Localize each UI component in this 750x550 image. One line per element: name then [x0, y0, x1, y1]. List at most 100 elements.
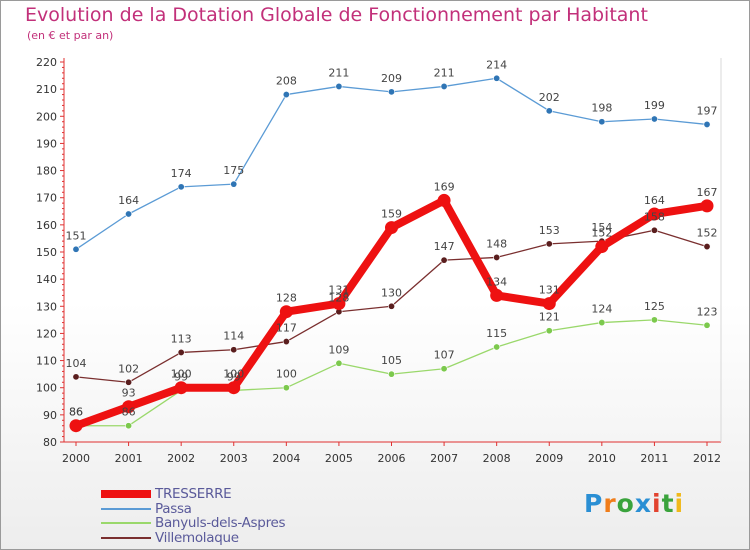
data-point-tresserre [595, 240, 609, 254]
data-label-tresserre: 100 [171, 368, 192, 381]
data-point-villemolaque [650, 226, 658, 234]
data-point-tresserre [385, 221, 398, 235]
data-point-passa [335, 82, 343, 90]
data-label-tresserre: 131 [539, 284, 560, 297]
x-tick-label: 2006 [378, 452, 406, 465]
data-label-villemolaque: 152 [697, 227, 718, 240]
data-label-villemolaque: 148 [486, 237, 507, 250]
data-label-passa: 209 [381, 72, 402, 85]
data-label-passa: 208 [276, 75, 297, 88]
legend-swatch [101, 490, 151, 498]
data-point-passa [545, 107, 553, 115]
legend-swatch [101, 507, 151, 510]
y-tick-label: 150 [36, 246, 57, 259]
proxiti-logo: Proxiti [584, 489, 684, 518]
x-tick-label: 2008 [483, 452, 511, 465]
y-tick-label: 190 [36, 137, 57, 150]
data-label-banyuls-dels-aspres: 86 [69, 406, 83, 419]
data-label-passa: 175 [223, 164, 244, 177]
data-label-passa: 174 [171, 167, 192, 180]
data-label-villemolaque: 158 [644, 210, 665, 223]
series-line-tresserre [72, 196, 711, 430]
data-label-banyuls-dels-aspres: 107 [434, 349, 455, 362]
data-point-banyuls-dels-aspres [650, 316, 658, 324]
data-point-tresserre [490, 288, 504, 302]
logo-letter: o [616, 489, 635, 518]
logo-letter: r [603, 489, 617, 518]
data-point-passa [703, 120, 711, 128]
data-label-banyuls-dels-aspres: 109 [328, 343, 349, 356]
data-label-villemolaque: 130 [381, 286, 402, 299]
data-label-passa: 199 [644, 99, 665, 112]
legend-label: Banyuls-dels-Aspres [155, 515, 286, 531]
data-point-banyuls-dels-aspres [493, 343, 501, 351]
data-point-passa [598, 118, 606, 126]
data-label-villemolaque: 113 [171, 332, 192, 345]
data-point-villemolaque [545, 240, 553, 248]
data-point-passa [387, 88, 395, 96]
data-point-passa [650, 115, 658, 123]
data-label-villemolaque: 128 [328, 292, 349, 305]
logo-letter: i [674, 489, 685, 518]
data-point-passa [230, 180, 238, 188]
data-point-banyuls-dels-aspres [703, 321, 711, 329]
data-point-tresserre [279, 305, 293, 319]
data-point-tresserre [332, 297, 346, 311]
data-label-tresserre: 164 [644, 194, 665, 207]
data-label-passa: 197 [697, 104, 718, 117]
data-point-villemolaque [493, 253, 501, 261]
data-label-banyuls-dels-aspres: 124 [591, 303, 612, 316]
data-point-villemolaque [387, 302, 395, 310]
data-point-passa [440, 82, 448, 90]
data-label-passa: 211 [328, 66, 349, 79]
y-tick-label: 160 [36, 219, 57, 232]
y-tick-label: 130 [36, 300, 57, 313]
data-point-tresserre [437, 193, 451, 207]
data-point-tresserre [227, 381, 241, 395]
y-tick-label: 100 [36, 382, 57, 395]
y-tick-label: 140 [36, 273, 57, 286]
data-point-banyuls-dels-aspres [545, 327, 553, 335]
y-tick-label: 220 [36, 56, 57, 69]
data-label-tresserre: 159 [381, 208, 402, 221]
x-tick-label: 2003 [220, 452, 248, 465]
x-tick-label: 2010 [588, 452, 616, 465]
data-label-tresserre: 169 [434, 180, 455, 193]
x-tick-label: 2002 [167, 452, 195, 465]
x-tick-label: 2012 [693, 452, 721, 465]
data-label-villemolaque: 114 [223, 330, 244, 343]
data-label-tresserre: 167 [697, 186, 718, 199]
data-label-banyuls-dels-aspres: 105 [381, 354, 402, 367]
data-label-banyuls-dels-aspres: 99 [174, 370, 188, 383]
data-label-banyuls-dels-aspres: 99 [227, 370, 241, 383]
y-tick-label: 110 [36, 355, 57, 368]
data-point-tresserre [122, 400, 136, 414]
data-point-banyuls-dels-aspres [125, 422, 133, 430]
logo-letter: t [661, 489, 675, 518]
x-tick-label: 2009 [535, 452, 563, 465]
data-point-banyuls-dels-aspres [387, 370, 395, 378]
data-point-passa [282, 91, 290, 99]
data-label-banyuls-dels-aspres: 100 [276, 368, 297, 381]
legend-label: Passa [155, 500, 192, 517]
chart-title: Evolution de la Dotation Globale de Fonc… [25, 4, 648, 26]
y-tick-label: 200 [36, 110, 57, 123]
data-label-tresserre: 128 [276, 292, 297, 305]
data-label-passa: 164 [118, 194, 139, 207]
data-point-banyuls-dels-aspres [335, 359, 343, 367]
data-point-banyuls-dels-aspres [598, 319, 606, 327]
legend-swatch [101, 522, 151, 524]
data-label-banyuls-dels-aspres: 121 [539, 311, 560, 324]
data-point-villemolaque [72, 373, 80, 381]
data-label-villemolaque: 153 [539, 224, 560, 237]
data-point-villemolaque [177, 348, 185, 356]
logo-letter: i [652, 489, 662, 518]
y-tick-label: 120 [36, 327, 57, 340]
data-point-tresserre [69, 419, 83, 433]
y-tick-label: 90 [43, 409, 57, 422]
data-label-villemolaque: 102 [118, 362, 139, 375]
x-tick-label: 2011 [640, 452, 668, 465]
data-label-villemolaque: 154 [591, 221, 612, 234]
chart-subtitle: (en € et par an) [27, 29, 114, 42]
